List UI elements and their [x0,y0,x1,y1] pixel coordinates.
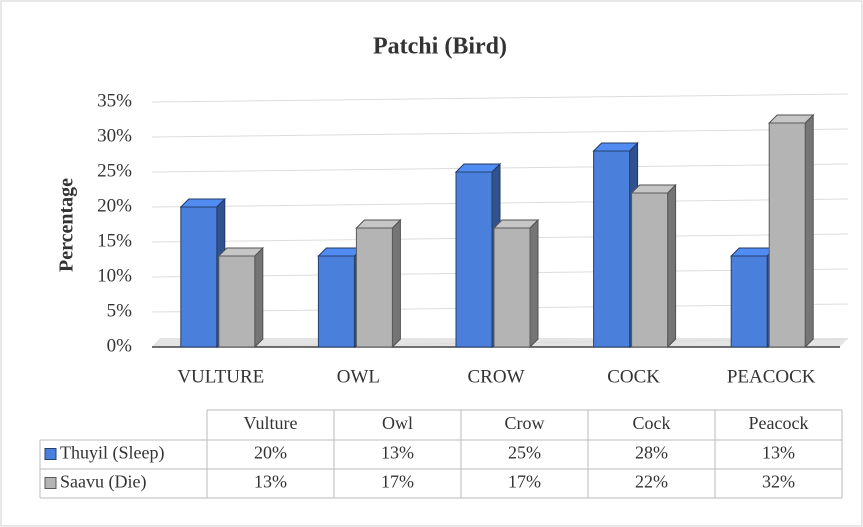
table-value: 17% [381,472,414,492]
legend-label: Thuyil (Sleep) [60,443,164,464]
y-axis-label: Percentage [56,178,78,272]
x-tick-label: OWL [337,366,380,387]
table-value: 17% [508,472,541,492]
x-tick-label: COCK [607,366,660,387]
y-tick-label: 10% [97,265,132,286]
bar-side [667,183,677,349]
bar-top [592,142,639,152]
grid-line [151,93,849,103]
bar-top [317,247,364,257]
bar [317,255,355,348]
table-header: Peacock [749,413,809,433]
table-header: Crow [505,413,545,433]
bar [593,150,631,348]
legend-key [44,448,57,460]
table-value: 32% [762,472,795,492]
bar [631,192,669,348]
table-value: 22% [635,472,668,492]
bar [355,227,393,348]
bar-top [767,114,815,124]
bar [730,255,768,348]
y-tick-label: 25% [97,160,132,181]
table-value: 25% [508,443,541,463]
bar-side [804,113,814,349]
table-value: 13% [254,472,287,492]
bar-top [217,247,265,257]
chart-title: Patchi (Bird) [373,34,507,60]
bar-top [492,219,540,229]
bar-top [179,198,227,208]
bar [218,255,256,348]
bar-side [254,246,264,349]
table-header: Cock [633,413,671,433]
grid-line [151,128,849,138]
table-value: 20% [254,443,287,463]
y-tick-label: 15% [97,230,132,251]
bar-side [391,218,401,349]
table-header: Owl [382,413,413,433]
bar-top [454,163,502,173]
y-tick-label: 20% [97,195,132,216]
bar [493,227,531,348]
x-tick-label: VULTURE [177,366,264,387]
y-tick-label: 35% [97,90,132,111]
table-value: 13% [381,443,414,463]
bar [455,171,493,348]
bar-side [529,218,539,349]
legend-key [44,477,57,489]
bar-top [355,219,402,229]
table-header: Vulture [244,413,298,433]
table-value: 28% [635,443,668,463]
x-tick-label: CROW [468,366,525,387]
bar [180,206,218,348]
bar-top [729,247,777,257]
y-tick-label: 30% [97,125,132,146]
y-tick-label: 0% [107,335,133,356]
bar-top [630,184,677,194]
x-tick-label: PEACOCK [727,366,816,387]
legend-label: Saavu (Die) [60,472,146,493]
bar [768,122,806,348]
y-tick-label: 5% [107,300,133,321]
table-value: 13% [762,443,795,463]
